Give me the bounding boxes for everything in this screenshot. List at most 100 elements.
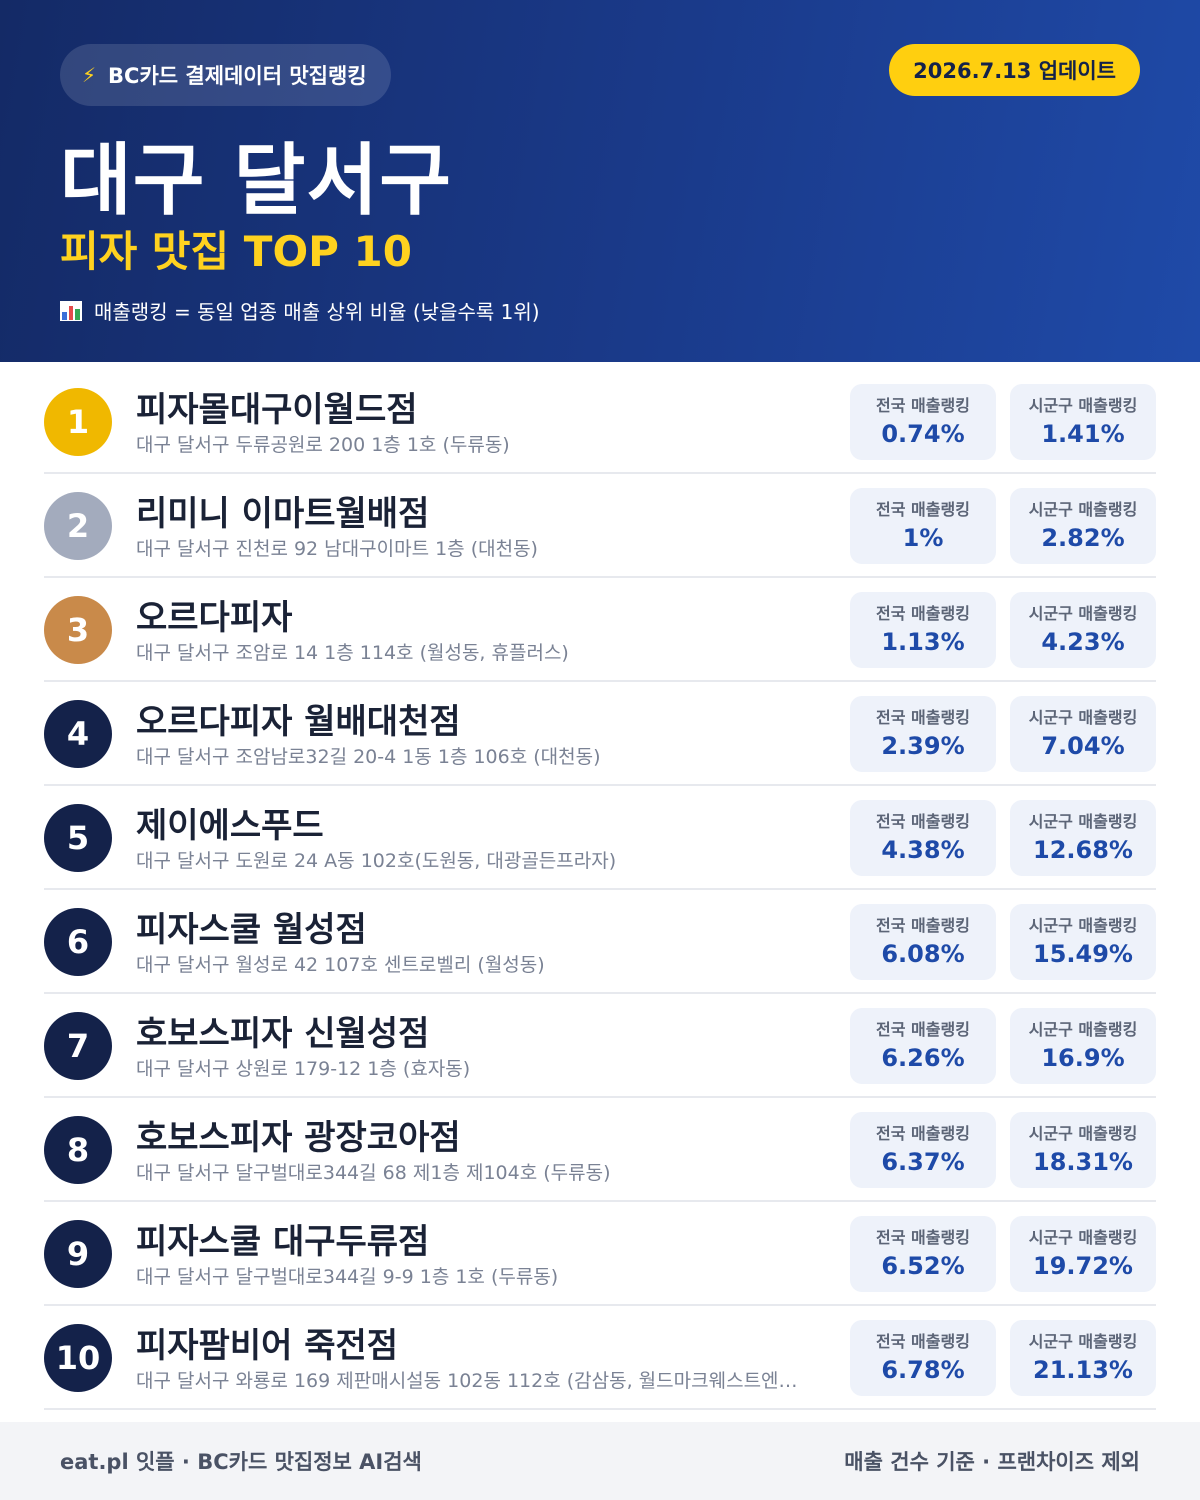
local-ranking-label: 시군구 매출랭킹 <box>1028 1332 1138 1351</box>
national-ranking-value: 6.52% <box>881 1252 965 1280</box>
restaurant-name[interactable]: 호보스피자 광장코아점 <box>136 1118 461 1158</box>
national-ranking-label: 전국 매출랭킹 <box>876 916 970 935</box>
local-ranking-value: 4.23% <box>1041 628 1125 656</box>
national-ranking-card: 전국 매출랭킹 1.13% <box>850 592 996 668</box>
restaurant-address: 대구 달서구 조암남로32길 20-4 1동 1층 106호 (대천동) <box>136 746 601 768</box>
national-ranking-value: 0.74% <box>881 420 965 448</box>
national-ranking-value: 6.26% <box>881 1044 965 1072</box>
ranking-note: 매출랭킹 = 동일 업종 매출 상위 비율 (낮을수록 1위) <box>60 296 540 325</box>
local-ranking-label: 시군구 매출랭킹 <box>1028 396 1138 415</box>
local-ranking-card: 시군구 매출랭킹 15.49% <box>1010 904 1156 980</box>
local-ranking-card: 시군구 매출랭킹 7.04% <box>1010 696 1156 772</box>
national-ranking-card: 전국 매출랭킹 1% <box>850 488 996 564</box>
local-ranking-label: 시군구 매출랭킹 <box>1028 1124 1138 1143</box>
local-ranking-value: 21.13% <box>1033 1356 1133 1384</box>
rank-badge: 10 <box>44 1324 112 1392</box>
national-ranking-label: 전국 매출랭킹 <box>876 1020 970 1039</box>
local-ranking-card: 시군구 매출랭킹 4.23% <box>1010 592 1156 668</box>
national-ranking-card: 전국 매출랭킹 6.78% <box>850 1320 996 1396</box>
restaurant-name[interactable]: 리미니 이마트월배점 <box>136 494 430 534</box>
bar-chart-icon <box>60 300 82 321</box>
restaurant-row[interactable]: 3 오르다피자 대구 달서구 조암로 14 1층 114호 (월성동, 휴플러스) 전… <box>44 578 1156 682</box>
source-badge: ⚡ BC카드 결제데이터 맛집랭킹 <box>60 44 391 106</box>
update-date-badge: 2026.7.13 업데이트 <box>889 44 1140 96</box>
local-ranking-value: 15.49% <box>1033 940 1133 968</box>
national-ranking-label: 전국 매출랭킹 <box>876 1124 970 1143</box>
rank-badge: 6 <box>44 908 112 976</box>
restaurant-address: 대구 달서구 도원로 24 A동 102호(도원동, 대광골든프라자) <box>136 850 617 872</box>
restaurant-name[interactable]: 오르다피자 월배대천점 <box>136 702 461 742</box>
header-banner: ⚡ BC카드 결제데이터 맛집랭킹 2026.7.13 업데이트 대구 달서구 … <box>0 0 1200 362</box>
national-ranking-label: 전국 매출랭킹 <box>876 812 970 831</box>
local-ranking-card: 시군구 매출랭킹 19.72% <box>1010 1216 1156 1292</box>
restaurant-address: 대구 달서구 상원로 179-12 1층 (효자동) <box>136 1058 471 1080</box>
local-ranking-value: 7.04% <box>1041 732 1125 760</box>
local-ranking-card: 시군구 매출랭킹 2.82% <box>1010 488 1156 564</box>
national-ranking-label: 전국 매출랭킹 <box>876 500 970 519</box>
rank-badge: 2 <box>44 492 112 560</box>
national-ranking-value: 2.39% <box>881 732 965 760</box>
restaurant-row[interactable]: 8 호보스피자 광장코아점 대구 달서구 달구벌대로344길 68 제1층 제104… <box>44 1098 1156 1202</box>
local-ranking-card: 시군구 매출랭킹 1.41% <box>1010 384 1156 460</box>
restaurant-address: 대구 달서구 와룡로 169 제판매시설동 102동 112호 (감삼동, 월드… <box>136 1370 798 1392</box>
footer-criteria: 매출 건수 기준 · 프랜차이즈 제외 <box>844 1450 1140 1474</box>
local-ranking-card: 시군구 매출랭킹 21.13% <box>1010 1320 1156 1396</box>
restaurant-name[interactable]: 피자스쿨 월성점 <box>136 910 367 950</box>
rank-badge: 9 <box>44 1220 112 1288</box>
rank-badge: 5 <box>44 804 112 872</box>
ranking-note-text: 매출랭킹 = 동일 업종 매출 상위 비율 (낮을수록 1위) <box>94 300 540 324</box>
national-ranking-card: 전국 매출랭킹 6.52% <box>850 1216 996 1292</box>
local-ranking-label: 시군구 매출랭킹 <box>1028 812 1138 831</box>
national-ranking-value: 6.78% <box>881 1356 965 1384</box>
restaurant-address: 대구 달서구 달구벌대로344길 68 제1층 제104호 (두류동) <box>136 1162 611 1184</box>
restaurant-address: 대구 달서구 월성로 42 107호 센트로벨리 (월성동) <box>136 954 545 976</box>
national-ranking-label: 전국 매출랭킹 <box>876 604 970 623</box>
page-subtitle: 피자 맛집 TOP 10 <box>60 227 413 276</box>
national-ranking-card: 전국 매출랭킹 0.74% <box>850 384 996 460</box>
national-ranking-label: 전국 매출랭킹 <box>876 1228 970 1247</box>
national-ranking-value: 4.38% <box>881 836 965 864</box>
footer: eat.pl 잇플 · BC카드 맛집정보 AI검색 매출 건수 기준 · 프랜… <box>0 1422 1200 1500</box>
national-ranking-card: 전국 매출랭킹 4.38% <box>850 800 996 876</box>
rank-badge: 7 <box>44 1012 112 1080</box>
local-ranking-card: 시군구 매출랭킹 18.31% <box>1010 1112 1156 1188</box>
restaurant-address: 대구 달서구 두류공원로 200 1층 1호 (두류동) <box>136 434 510 456</box>
restaurant-address: 대구 달서구 진천로 92 남대구이마트 1층 (대천동) <box>136 538 538 560</box>
local-ranking-label: 시군구 매출랭킹 <box>1028 708 1138 727</box>
restaurant-name[interactable]: 피자팜비어 죽전점 <box>136 1326 399 1366</box>
national-ranking-card: 전국 매출랭킹 6.26% <box>850 1008 996 1084</box>
local-ranking-value: 19.72% <box>1033 1252 1133 1280</box>
rank-badge: 1 <box>44 388 112 456</box>
page-title: 대구 달서구 <box>60 136 452 226</box>
restaurant-name[interactable]: 피자스쿨 대구두류점 <box>136 1222 430 1262</box>
national-ranking-card: 전국 매출랭킹 2.39% <box>850 696 996 772</box>
national-ranking-label: 전국 매출랭킹 <box>876 708 970 727</box>
local-ranking-label: 시군구 매출랭킹 <box>1028 916 1138 935</box>
national-ranking-value: 1.13% <box>881 628 965 656</box>
local-ranking-value: 18.31% <box>1033 1148 1133 1176</box>
national-ranking-value: 1% <box>902 524 944 552</box>
national-ranking-card: 전국 매출랭킹 6.37% <box>850 1112 996 1188</box>
restaurant-name[interactable]: 피자몰대구이월드점 <box>136 390 418 430</box>
footer-source: eat.pl 잇플 · BC카드 맛집정보 AI검색 <box>60 1450 422 1474</box>
local-ranking-value: 12.68% <box>1033 836 1133 864</box>
lightning-icon: ⚡ <box>82 63 97 87</box>
local-ranking-card: 시군구 매출랭킹 12.68% <box>1010 800 1156 876</box>
local-ranking-label: 시군구 매출랭킹 <box>1028 604 1138 623</box>
restaurant-name[interactable]: 호보스피자 신월성점 <box>136 1014 430 1054</box>
rank-badge: 3 <box>44 596 112 664</box>
restaurant-name[interactable]: 제이에스푸드 <box>136 806 324 846</box>
rank-badge: 4 <box>44 700 112 768</box>
local-ranking-value: 1.41% <box>1041 420 1125 448</box>
restaurant-address: 대구 달서구 달구벌대로344길 9-9 1층 1호 (두류동) <box>136 1266 559 1288</box>
restaurant-name[interactable]: 오르다피자 <box>136 598 293 638</box>
